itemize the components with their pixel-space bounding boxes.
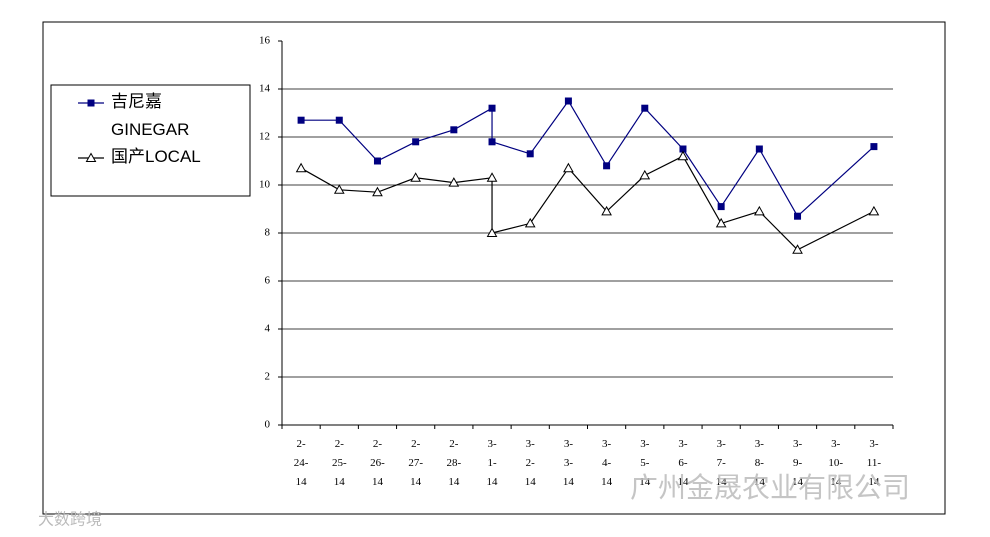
marker xyxy=(755,145,763,153)
x-tick-label: 3-9-14 xyxy=(792,438,804,488)
series-line xyxy=(300,155,875,251)
x-tick-label: 3-3-14 xyxy=(563,438,575,488)
marker xyxy=(563,162,574,173)
marker xyxy=(868,205,880,216)
x-tick-label: 2-27-14 xyxy=(408,438,423,488)
marker xyxy=(412,138,420,146)
marker xyxy=(486,172,498,182)
x-tick-label: 3-10-14 xyxy=(828,438,843,488)
marker xyxy=(410,172,422,182)
marker xyxy=(753,205,765,216)
marker xyxy=(794,212,802,220)
x-tick-label: 3-4-14 xyxy=(601,438,613,488)
marker xyxy=(295,162,307,173)
x-tick-label: 2-24-14 xyxy=(294,438,309,488)
marker xyxy=(524,217,536,228)
y-tick-label: 8 xyxy=(265,227,271,239)
y-tick-label: 16 xyxy=(259,35,271,47)
x-tick-label: 3-8-14 xyxy=(754,438,766,488)
legend-label: 国产LOCAL xyxy=(111,147,201,166)
legend-label: 吉尼嘉 GINEGAR xyxy=(111,92,189,139)
x-tick-label: 3-11-14 xyxy=(867,438,882,488)
marker xyxy=(488,138,496,146)
y-tick-label: 14 xyxy=(259,83,271,95)
watermark: 广州金晟农业有限公司 xyxy=(630,471,910,504)
y-tick-label: 2 xyxy=(265,371,271,383)
marker xyxy=(372,186,383,197)
chart-frame xyxy=(42,21,946,515)
legend-marker xyxy=(87,99,95,107)
x-tick-label: 3-1-14 xyxy=(487,438,499,488)
y-tick-label: 12 xyxy=(259,131,270,143)
legend-marker xyxy=(85,152,97,162)
x-tick-label: 2-26-14 xyxy=(370,438,385,488)
marker xyxy=(450,126,458,134)
x-tick-label: 2-28-14 xyxy=(447,438,462,488)
marker xyxy=(870,143,878,151)
marker xyxy=(603,162,611,170)
marker xyxy=(715,217,727,228)
watermark: 大数跨境 xyxy=(38,510,102,529)
marker xyxy=(679,145,687,153)
x-tick-label: 3-2-14 xyxy=(525,438,537,488)
marker xyxy=(526,150,534,158)
marker xyxy=(297,116,305,124)
marker xyxy=(792,244,803,254)
marker xyxy=(448,177,460,187)
marker xyxy=(601,205,612,216)
y-tick-label: 6 xyxy=(265,275,271,287)
marker xyxy=(335,116,343,124)
marker xyxy=(333,184,345,194)
x-tick-label: 3-7-14 xyxy=(716,438,728,488)
y-tick-label: 0 xyxy=(265,419,271,431)
x-tick-label: 3-6-14 xyxy=(677,438,689,488)
marker xyxy=(564,97,572,105)
marker xyxy=(639,169,651,180)
y-tick-label: 4 xyxy=(265,323,271,335)
series-line xyxy=(301,99,875,218)
x-tick-label: 3-5-14 xyxy=(639,438,651,488)
y-tick-label: 10 xyxy=(259,179,271,191)
marker xyxy=(677,150,689,161)
marker xyxy=(488,104,496,112)
marker xyxy=(641,104,649,112)
marker xyxy=(486,227,498,237)
x-tick-label: 2-25-14 xyxy=(332,438,347,488)
marker xyxy=(717,203,725,211)
marker xyxy=(373,157,381,165)
